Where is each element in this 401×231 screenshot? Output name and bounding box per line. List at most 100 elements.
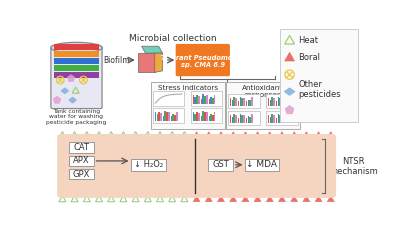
Text: NTSR
mechanism: NTSR mechanism [329, 157, 378, 176]
Polygon shape [242, 138, 249, 144]
Bar [214, 95, 215, 104]
Text: Microbial collection: Microbial collection [129, 34, 217, 43]
Text: Heat: Heat [298, 36, 318, 45]
Polygon shape [193, 196, 200, 202]
Bar [168, 112, 170, 121]
Polygon shape [205, 138, 212, 144]
Polygon shape [193, 189, 200, 196]
Bar [212, 98, 214, 104]
Polygon shape [193, 138, 200, 144]
Polygon shape [138, 53, 155, 72]
Bar [276, 101, 277, 106]
Polygon shape [303, 189, 310, 196]
Polygon shape [69, 97, 77, 103]
Text: GPX: GPX [73, 170, 90, 179]
Polygon shape [142, 46, 162, 53]
Bar [243, 115, 245, 123]
Bar [276, 118, 277, 123]
Polygon shape [242, 189, 249, 196]
Bar [233, 97, 235, 106]
Bar [54, 72, 99, 78]
Polygon shape [279, 138, 286, 144]
Bar [249, 117, 251, 123]
FancyBboxPatch shape [208, 159, 233, 171]
Polygon shape [217, 138, 225, 144]
Bar [171, 116, 172, 121]
FancyBboxPatch shape [266, 94, 298, 108]
Polygon shape [254, 138, 261, 144]
Bar [211, 114, 212, 121]
Polygon shape [315, 196, 322, 202]
Text: APX: APX [73, 156, 89, 165]
Bar [203, 111, 204, 121]
Polygon shape [230, 196, 237, 202]
Bar [211, 97, 212, 104]
Bar [233, 114, 235, 123]
Bar [235, 98, 237, 106]
Bar [212, 115, 214, 121]
Bar [248, 100, 249, 106]
Text: Biofilm: Biofilm [103, 56, 130, 64]
Polygon shape [266, 132, 273, 138]
Bar [268, 115, 269, 123]
Bar [176, 112, 178, 121]
Polygon shape [315, 138, 322, 144]
Bar [230, 115, 231, 123]
Polygon shape [303, 138, 310, 144]
Bar [273, 115, 275, 123]
Polygon shape [205, 132, 212, 138]
Bar [289, 114, 291, 123]
Text: Stress indicators: Stress indicators [158, 85, 218, 91]
Polygon shape [291, 132, 298, 138]
Bar [206, 95, 207, 104]
Bar [243, 98, 245, 106]
Polygon shape [291, 196, 298, 202]
Bar [174, 115, 176, 121]
Bar [281, 115, 283, 123]
Polygon shape [230, 189, 237, 196]
Bar [204, 112, 206, 121]
Bar [200, 99, 202, 104]
Polygon shape [315, 189, 322, 196]
FancyBboxPatch shape [228, 111, 259, 125]
FancyBboxPatch shape [57, 134, 336, 198]
Polygon shape [266, 196, 273, 202]
FancyBboxPatch shape [266, 111, 298, 125]
Polygon shape [279, 196, 286, 202]
FancyBboxPatch shape [153, 108, 184, 123]
Bar [203, 94, 204, 104]
Polygon shape [279, 132, 286, 138]
FancyBboxPatch shape [69, 143, 93, 153]
Bar [249, 100, 251, 106]
FancyBboxPatch shape [228, 94, 259, 108]
Text: Boral: Boral [298, 53, 320, 62]
Polygon shape [291, 138, 298, 144]
Bar [284, 101, 286, 106]
Polygon shape [205, 196, 212, 202]
Text: Other
pesticides: Other pesticides [298, 80, 341, 99]
Bar [241, 98, 243, 106]
Bar [286, 100, 287, 106]
Bar [54, 51, 99, 57]
Bar [269, 116, 271, 123]
Polygon shape [230, 132, 237, 138]
Polygon shape [303, 132, 310, 138]
Bar [240, 114, 241, 123]
Bar [268, 98, 269, 106]
Bar [232, 100, 233, 106]
Bar [238, 118, 239, 123]
Bar [206, 112, 207, 121]
Polygon shape [61, 88, 69, 94]
Bar [54, 65, 99, 71]
FancyBboxPatch shape [191, 108, 223, 123]
Bar [241, 115, 243, 123]
Polygon shape [315, 132, 322, 138]
Bar [279, 98, 281, 106]
FancyBboxPatch shape [69, 155, 93, 166]
Polygon shape [53, 96, 61, 103]
Bar [277, 114, 279, 123]
Bar [196, 112, 198, 121]
Bar [214, 112, 215, 121]
Bar [204, 96, 206, 104]
Bar [194, 97, 196, 104]
